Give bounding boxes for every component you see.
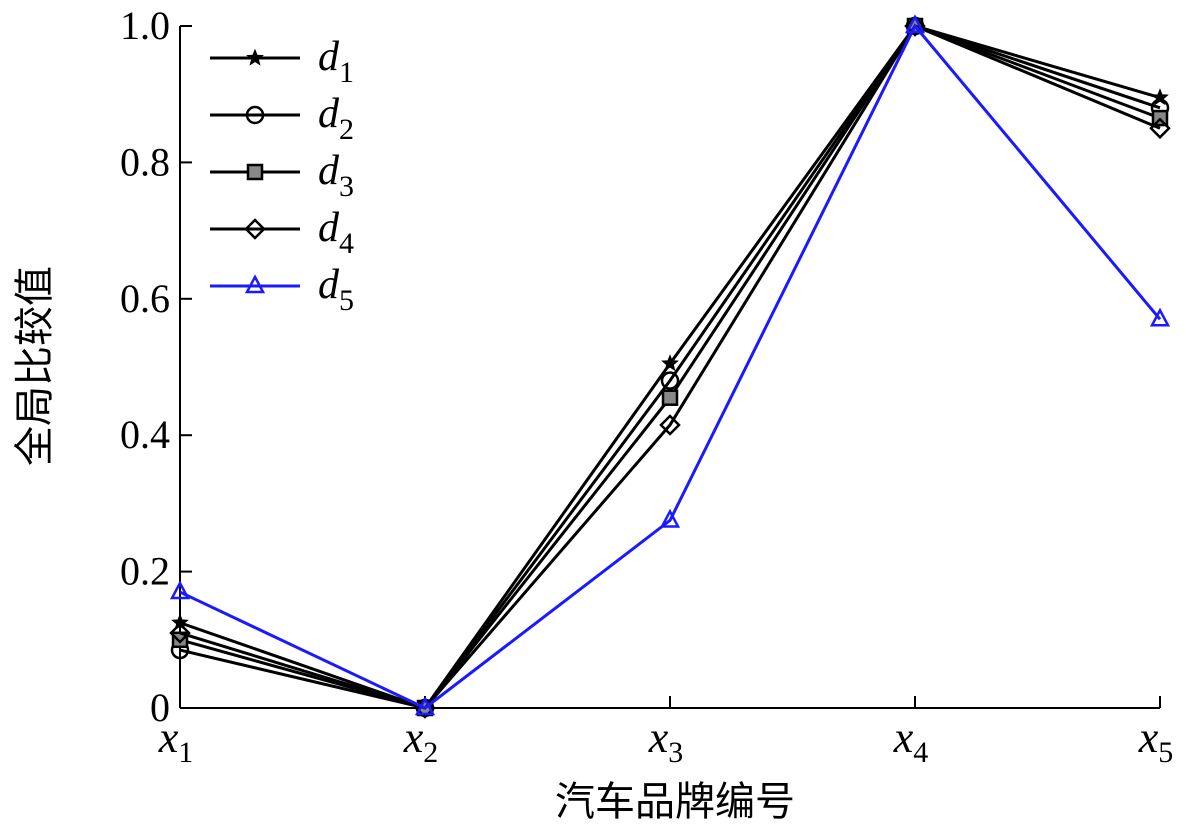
x-tick-label: x2 [403,713,439,769]
legend-label-subscript: 3 [339,170,354,203]
x-tick-label: x5 [1138,713,1174,769]
x-tick-label-subscript: 4 [913,736,928,769]
legend-label-subscript: 1 [339,56,354,89]
legend-label-subscript: 5 [339,284,354,317]
point-marker-triangle [244,274,266,294]
point-marker-diamond [1149,117,1171,140]
point-marker-circle [245,105,265,125]
series-line [179,24,1161,710]
y-tick-label: 0.4 [120,412,170,457]
x-tick-label-main: x [403,713,424,762]
point-marker-square [661,389,679,406]
legend-label: d3 [318,148,354,203]
x-tick-label-main: x [893,713,914,762]
y-tick-label: 0.8 [120,139,170,184]
y-tick-label: 0.6 [120,276,170,321]
point-marker-diamond [244,218,266,240]
x-tick-label-subscript: 5 [1158,736,1173,769]
legend-entry: d3 [210,148,354,203]
point-marker-triangle [1149,307,1171,327]
legend-label-main: d [318,34,340,80]
series-d5 [169,14,1171,716]
x-tick-label-main: x [158,713,179,762]
legend-entry: d5 [210,262,354,317]
legend-entry: d1 [210,34,354,89]
point-marker-square [246,163,264,181]
x-tick-label-subscript: 2 [423,736,438,769]
legend-label: d1 [318,34,354,89]
legend-label-subscript: 2 [339,113,354,146]
legend-label: d2 [318,91,354,146]
point-marker-triangle [414,696,436,716]
series-line [179,23,1162,710]
legend-label: d5 [318,262,354,317]
point-marker-star [1151,88,1169,106]
point-marker-diamond [169,622,191,644]
x-tick-label-subscript: 1 [178,736,193,769]
point-marker-star [661,354,679,372]
point-marker-star [246,48,264,66]
y-axis-title: 全局比较值 [12,266,58,466]
point-marker-triangle [169,580,191,600]
legend-entry: d2 [210,91,354,146]
legend-label-subscript: 4 [339,227,354,260]
x-tick-label: x3 [648,713,684,769]
point-marker-diamond [904,15,926,37]
legend-label-main: d [318,91,340,137]
legend-label-main: d [318,262,340,308]
axes: 00.20.40.60.81.0x1 x2 x3 x4 x5 [120,3,1173,769]
x-tick-label: x4 [893,713,929,769]
point-marker-diamond [659,414,681,436]
point-marker-circle [660,371,680,390]
point-marker-triangle [659,508,681,528]
legend-label-main: d [318,205,340,251]
legend-entry: d4 [210,205,354,260]
y-tick-label: 0.2 [120,549,170,594]
legend-label: d4 [318,205,354,260]
x-axis-title: 汽车品牌编号 [555,779,795,825]
legend-label-main: d [318,148,340,194]
point-marker-star [171,613,189,631]
point-marker-square [171,631,189,649]
x-tick-label-main: x [648,713,669,762]
y-tick-label: 1.0 [120,3,170,48]
x-tick-label: x1 [158,713,194,769]
series-line [179,24,1161,710]
series-layer [169,14,1171,719]
x-tick-label-main: x [1138,713,1159,762]
x-tick-label-subscript: 3 [668,736,683,769]
point-marker-triangle [904,14,926,34]
y-tick-label: 0 [150,685,170,730]
